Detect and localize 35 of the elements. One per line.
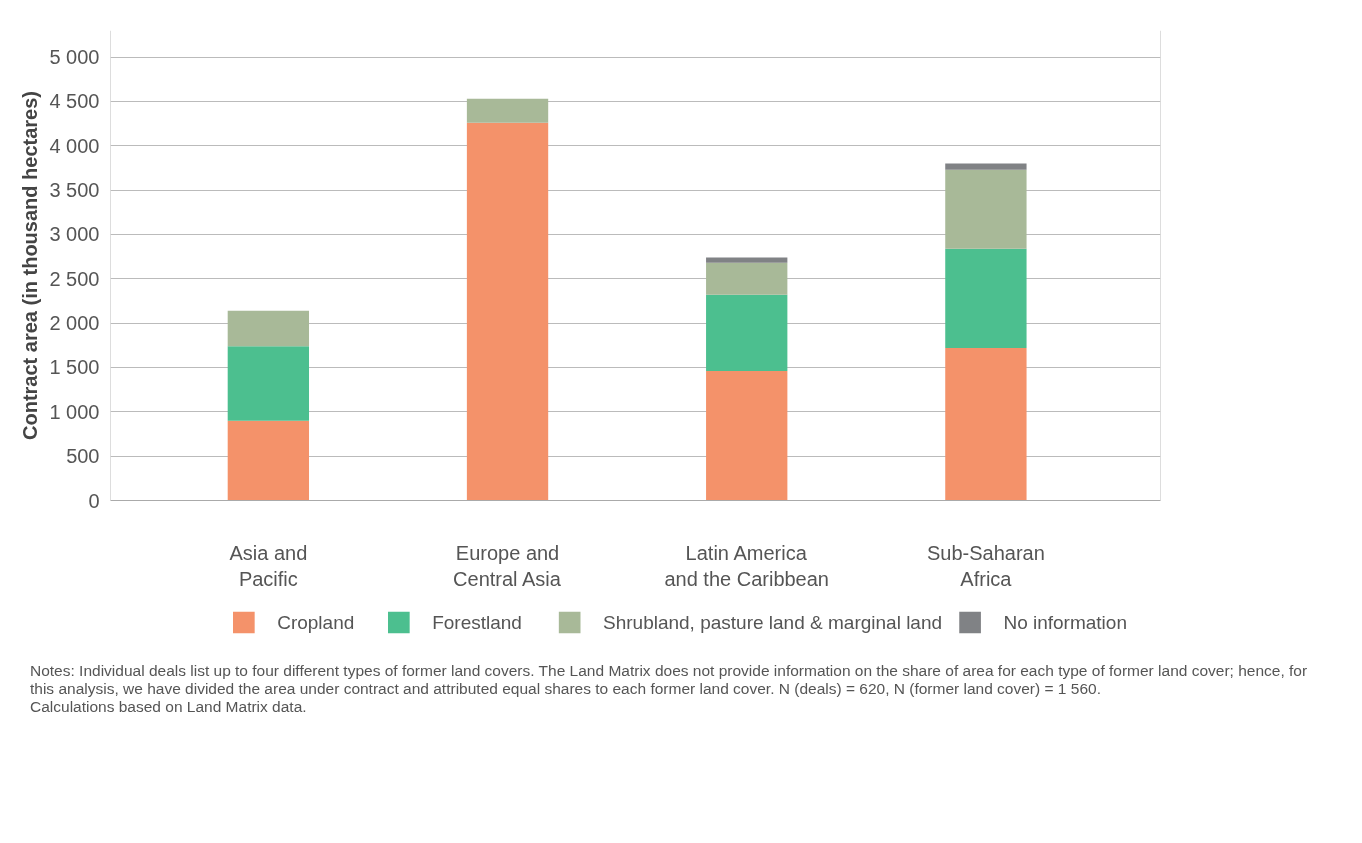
bar xyxy=(945,248,1027,348)
y-tick-label: 0 xyxy=(88,489,100,512)
bar xyxy=(466,98,549,123)
x-tick-label: Europe and Central Asia xyxy=(453,541,562,590)
legend-label: Forestland xyxy=(432,612,522,633)
bar xyxy=(706,262,788,295)
y-axis-title: Contract area (in thousand hectares) xyxy=(19,91,42,440)
bar xyxy=(706,371,788,501)
bar xyxy=(945,163,1027,170)
y-tick-label: 5 000 xyxy=(49,46,100,69)
legend-label: Shrubland, pasture land & marginal land xyxy=(603,612,943,633)
y-tick-label: 500 xyxy=(66,445,100,468)
legend-label: Cropland xyxy=(277,612,355,633)
text: Calculations based on Land Matrix data. xyxy=(30,697,307,715)
x-tick-label: Sub-Saharan Africa xyxy=(926,541,1045,590)
y-tick-label: 2 500 xyxy=(49,267,100,290)
x-tick-label: Latin America and the Caribbean xyxy=(664,541,830,590)
y-tick-label: 4 500 xyxy=(49,90,100,113)
bar xyxy=(227,310,310,347)
bar xyxy=(227,420,310,501)
y-tick-label: 3 500 xyxy=(49,179,100,202)
x-tick-label: Asia and Pacific xyxy=(229,541,308,590)
legend-label: No information xyxy=(1003,612,1127,633)
bar xyxy=(945,169,1027,249)
y-tick-label: 2 000 xyxy=(49,312,100,335)
y-tick-label: 3 000 xyxy=(49,223,100,246)
y-tick-label: 1 500 xyxy=(49,356,100,379)
y-tick-label: 1 000 xyxy=(49,400,100,423)
bar xyxy=(227,346,310,421)
y-tick-label: 4 000 xyxy=(49,134,100,157)
bar xyxy=(706,294,788,372)
text: Notes: Individual deals list up to four different types of former land covers. The Land Matrix does not provide information on the share of area for each type of former land cover; hence, for this analysis, we have divided the area under contract and attributed equal shares to each former land cover. N (deals) = 620, N (former land cover) = 1 560. xyxy=(30,662,1308,697)
bar xyxy=(706,257,788,263)
bar xyxy=(945,347,1027,501)
bar xyxy=(466,122,549,501)
